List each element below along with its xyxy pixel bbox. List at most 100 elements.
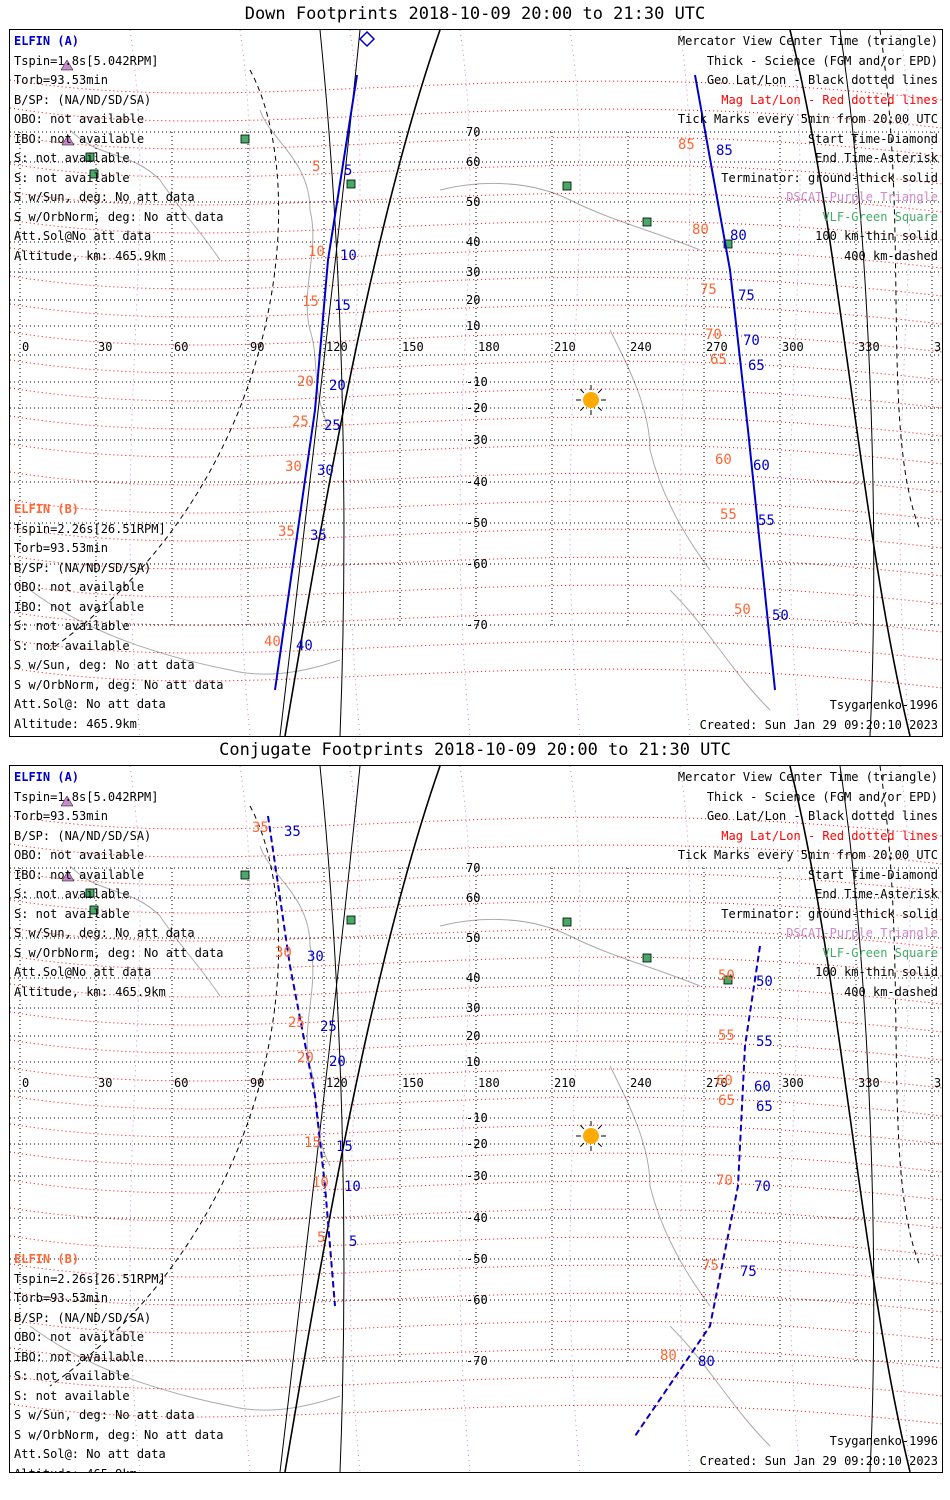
mag-lon-line (899, 30, 911, 736)
terminator-line (789, 766, 911, 1472)
track-b-tick-label: 60 (753, 458, 770, 474)
track-a-tick-label: 15 (336, 1139, 353, 1155)
track-b-tick-label: 75 (738, 288, 755, 304)
track-a-mag-label: 30 (285, 459, 302, 475)
sun-ray (597, 406, 602, 411)
vlf-square-icon (240, 870, 250, 880)
sun-ray (580, 389, 585, 394)
sun-ray (597, 1142, 602, 1147)
lat-tick-label: 70 (466, 861, 480, 875)
sun-ray (580, 1142, 585, 1147)
vlf-square-icon (723, 239, 733, 249)
lat-tick-label: 60 (466, 155, 480, 169)
elfin-b-track (634, 945, 761, 1437)
lat-tick-label: 40 (466, 971, 480, 985)
legend-item: 100 km-thin solid (815, 965, 938, 979)
sun-ray (597, 389, 602, 394)
dscat-triangle-icon (61, 134, 75, 146)
mag-lon-line (569, 766, 581, 1472)
track-a-mag-label: 15 (302, 294, 319, 310)
mag-lon-line (789, 30, 801, 736)
track-a-tick-label: 20 (329, 1054, 346, 1070)
legend-item: Mercator View Center Time (triangle) (677, 770, 938, 784)
lat-tick-label: -50 (466, 516, 488, 530)
legend-item: Thick - Science (FGM and/or EPD) (706, 53, 938, 68)
model-name: Tsyganenko-1996 (829, 698, 938, 712)
lat-tick-label: -20 (466, 401, 488, 415)
track-a-mag-label: 40 (264, 634, 281, 650)
altitude-100km-line (839, 30, 875, 736)
track-b-mag-label: 75 (702, 1258, 719, 1274)
map-canvas: 0306090120150180210240270300330360706050… (10, 766, 942, 1472)
coastline (669, 589, 771, 711)
lon-tick-label: 30 (98, 1076, 112, 1090)
lon-tick-label: 210 (554, 340, 576, 354)
lon-tick-label: 300 (782, 1076, 804, 1090)
track-a-mag-label: 30 (275, 945, 292, 961)
lat-tick-label: -50 (466, 1252, 488, 1266)
lon-tick-label: 0 (22, 340, 29, 354)
elfin-b-line: S w/OrbNorm, deg: No att data (14, 1427, 224, 1442)
lat-tick-label: -60 (466, 557, 488, 571)
track-a-tick-label: 20 (329, 378, 346, 394)
lat-tick-label: 30 (466, 1001, 480, 1015)
legend-item: DSCAT-Purple Triangle (786, 190, 938, 204)
altitude-400km-line (49, 69, 280, 651)
altitude-100km-line (319, 30, 345, 736)
coastline (69, 129, 221, 261)
track-b-mag-label: 75 (700, 282, 717, 298)
elfin-b-info: ELFIN (B) Tspin=2.26s[26.51RPM] Torb=93.… (14, 1250, 224, 1472)
lon-tick-label: 360 (934, 340, 942, 354)
legend-item: Mercator View Center Time (triangle) (677, 34, 938, 48)
elfin-a-header: ELFIN (A) (14, 34, 80, 48)
legend-item: Tick Marks every 5min from 20:00 UTC (677, 848, 938, 862)
sun-icon (583, 392, 599, 408)
lon-tick-label: 150 (402, 1076, 424, 1090)
track-b-tick-label: 80 (730, 228, 747, 244)
elfin-b-line: Altitude: 465.9km (14, 716, 137, 731)
lon-tick-label: 90 (250, 340, 264, 354)
track-a-mag-label: 10 (308, 244, 325, 260)
mag-lon-line (129, 30, 141, 736)
legend-item: Terminator: ground-thick solid (721, 170, 938, 185)
altitude-400km-line (879, 766, 921, 1267)
lat-tick-label: 20 (466, 293, 480, 307)
vlf-square-icon (346, 915, 356, 925)
dscat-triangle-icon (61, 870, 75, 882)
lon-tick-label: 60 (174, 1076, 188, 1090)
legend-item: Mag Lat/Lon - Red dotted lines (721, 828, 938, 843)
track-b-mag-label: 85 (678, 137, 695, 153)
elfin-b-line: Torb=93.53min (14, 1291, 108, 1305)
elfin-b-line: S: not available (14, 619, 130, 633)
mag-lon-line (899, 766, 911, 1472)
coastline (29, 589, 341, 675)
track-a-tick-label: 10 (340, 248, 357, 264)
track-a-mag-label: 20 (297, 374, 314, 390)
mag-lon-line (239, 30, 251, 736)
mag-lon-line (349, 30, 361, 736)
mag-lon-line (569, 30, 581, 736)
track-a-tick-label: 35 (284, 824, 301, 840)
panel-1-title: Down Footprints 2018-10-09 20:00 to 21:3… (244, 4, 706, 24)
track-a-tick-label: 30 (317, 463, 334, 479)
legend-item: Terminator: ground-thick solid (721, 906, 938, 921)
created-time: Created: Sun Jan 29 09:20:10 2023 (699, 717, 938, 732)
track-b-tick-label: 80 (698, 1354, 715, 1370)
elfin-a-line: B/SP: (NA/ND/SD/SA) (14, 92, 152, 107)
legend-item: Geo Lat/Lon - Black dotted lines (706, 809, 938, 823)
coastline (439, 182, 701, 251)
vlf-square-icon (89, 905, 99, 915)
track-a-mag-label: 20 (297, 1050, 314, 1066)
lat-tick-label: 20 (466, 1029, 480, 1043)
track-a-mag-label: 5 (312, 159, 320, 175)
coastline (259, 109, 331, 431)
track-b-tick-label: 65 (756, 1099, 773, 1115)
conjugate-footprints-map: 0306090120150180210240270300330360706050… (9, 765, 943, 1473)
elfin-a-info: ELFIN (A) Tspin=1.8s[5.042RPM] Torb=93.5… (14, 32, 224, 266)
elfin-b-info: ELFIN (B) Tspin=2.26s[26.51RPM] Torb=93.… (14, 500, 224, 734)
coastline (669, 1325, 771, 1447)
vlf-square-icon (85, 888, 95, 898)
elfin-a-line: Torb=93.53min (14, 809, 108, 823)
lat-tick-label: -40 (466, 475, 488, 489)
track-b-mag-label: 60 (716, 1073, 733, 1089)
